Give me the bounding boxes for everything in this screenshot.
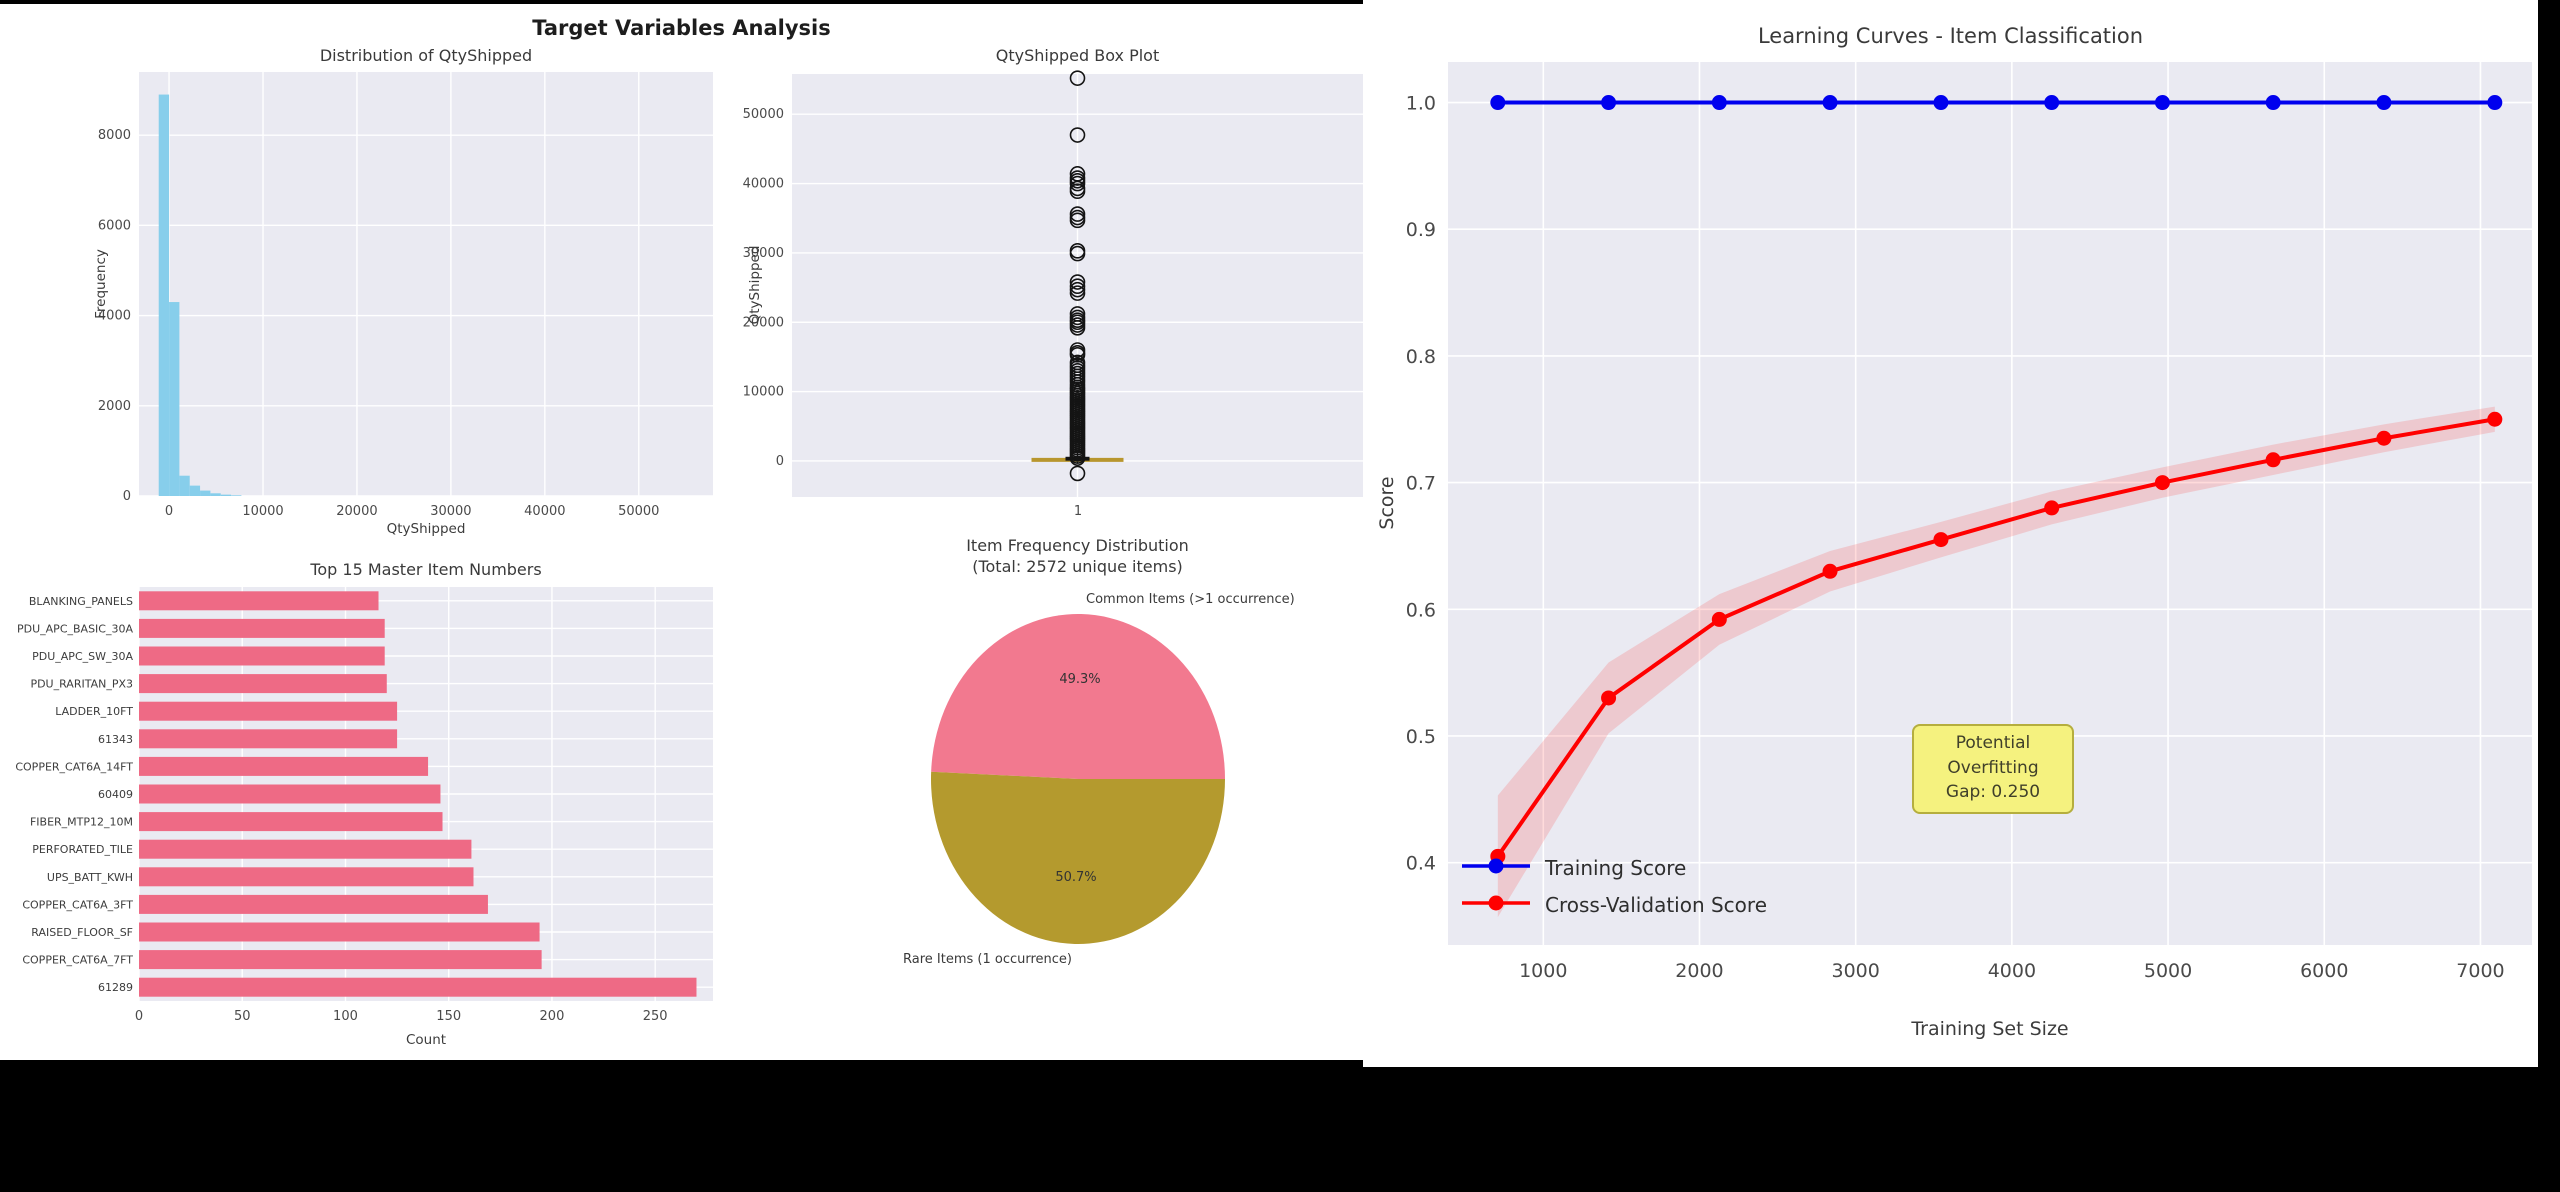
bar-chart-xlabel: Count: [405, 1032, 447, 1048]
svg-text:PDU_RARITAN_PX3: PDU_RARITAN_PX3: [30, 678, 133, 691]
svg-text:0: 0: [776, 454, 784, 469]
pie-pct-rare: 50.7%: [1055, 870, 1097, 885]
svg-text:150: 150: [436, 1009, 461, 1024]
svg-text:40000: 40000: [524, 504, 565, 519]
svg-text:UPS_BATT_KWH: UPS_BATT_KWH: [47, 871, 133, 884]
svg-text:FIBER_MTP12_10M: FIBER_MTP12_10M: [30, 816, 133, 829]
boxplot-title: QtyShipped Box Plot: [995, 46, 1160, 65]
bar-chart-bars: BLANKING_PANELS PDU_APC_BASIC_30A PDU_APC_…: [15, 591, 697, 997]
histogram-ylabel: Frequency: [93, 249, 109, 319]
svg-text:RAISED_FLOOR_SF: RAISED_FLOOR_SF: [31, 926, 133, 939]
svg-text:30000: 30000: [743, 246, 784, 261]
legend-swatch-cross-validation-score: [1459, 894, 1533, 916]
cv-score-line: [1496, 417, 2496, 858]
legend-label-training-score: Training Score: [1545, 856, 1687, 880]
svg-text:100: 100: [333, 1009, 358, 1024]
overfitting-annotation: Potential Overfitting Gap: 0.250: [1912, 724, 2074, 814]
learning-curves-title: Learning Curves - Item Classification: [1757, 24, 2144, 48]
legend-item-cross-validation-score: Cross-Validation Score: [1459, 893, 1767, 917]
boxplot-x-tick: 1: [1073, 504, 1083, 519]
histogram-title: Distribution of QtyShipped: [319, 46, 533, 65]
svg-text:61343: 61343: [98, 733, 133, 746]
svg-text:20000: 20000: [743, 315, 784, 330]
figure-suptitle: Target Variables Analysis: [532, 16, 831, 40]
svg-text:0.5: 0.5: [1406, 726, 1436, 748]
annotation-line2: Gap: 0.250: [1945, 782, 2041, 803]
svg-text:61289: 61289: [98, 981, 133, 994]
svg-text:10000: 10000: [242, 504, 283, 519]
legend-swatch-training-score: [1459, 857, 1533, 879]
learning-curves-figure: 1000 2000 3000 4000 5000 6000 7000 0.4 0.5 0.6 0.7…: [1363, 0, 2538, 1067]
histogram-plot: 0 10000 20000 30000 40000 50000 0 2000 4000 6000 8…: [98, 72, 713, 519]
boxplot-outliers: [1069, 70, 1086, 482]
svg-text:COPPER_CAT6A_14FT: COPPER_CAT6A_14FT: [15, 760, 133, 773]
svg-text:8000: 8000: [98, 128, 131, 143]
svg-text:60409: 60409: [98, 788, 133, 801]
svg-text:1.0: 1.0: [1406, 93, 1436, 115]
histogram-bars: [158, 94, 242, 496]
svg-text:6000: 6000: [98, 218, 131, 233]
svg-text:0: 0: [165, 504, 173, 519]
svg-text:LADDER_10FT: LADDER_10FT: [55, 705, 133, 718]
cv-confidence-band: [1497, 406, 2495, 918]
svg-text:COPPER_CAT6A_7FT: COPPER_CAT6A_7FT: [22, 954, 133, 967]
bar-chart-title: Top 15 Master Item Numbers: [310, 560, 542, 579]
svg-text:200: 200: [540, 1009, 565, 1024]
svg-text:30000: 30000: [430, 504, 471, 519]
svg-text:2000: 2000: [98, 399, 131, 414]
svg-text:50000: 50000: [743, 107, 784, 122]
svg-text:7000: 7000: [2456, 960, 2504, 982]
svg-text:BLANKING_PANELS: BLANKING_PANELS: [29, 595, 133, 608]
svg-text:20000: 20000: [336, 504, 377, 519]
svg-text:PDU_APC_SW_30A: PDU_APC_SW_30A: [32, 650, 133, 663]
svg-text:4000: 4000: [1988, 960, 2036, 982]
svg-text:0: 0: [123, 489, 131, 504]
svg-text:0.9: 0.9: [1406, 219, 1436, 241]
learning-curves-plot: 1000 2000 3000 4000 5000 6000 7000 0.4 0.5 0.6 0.7…: [1406, 62, 2532, 982]
legend-label-cross-validation-score: Cross-Validation Score: [1545, 893, 1768, 917]
pie-subtitle: (Total: 2572 unique items): [972, 557, 1183, 576]
svg-text:0.8: 0.8: [1406, 346, 1436, 368]
svg-text:PERFORATED_TILE: PERFORATED_TILE: [32, 843, 133, 856]
svg-text:1000: 1000: [1519, 960, 1567, 982]
svg-text:COPPER_CAT6A_3FT: COPPER_CAT6A_3FT: [22, 898, 133, 911]
svg-text:6000: 6000: [2300, 960, 2348, 982]
learning-curves-ylabel: Score: [1376, 476, 1398, 530]
svg-text:10000: 10000: [743, 385, 784, 400]
boxplot-plot: 0 10000 20000 30000 40000 50000: [743, 70, 1363, 497]
svg-text:40000: 40000: [743, 177, 784, 192]
svg-text:50: 50: [234, 1009, 251, 1024]
legend: Training Score Cross-Validation Score: [1459, 856, 1767, 917]
annotation-line1: Potential Overfitting: [1947, 733, 2039, 778]
pie-label-rare-items: Rare Items (1 occurrence): [903, 952, 1072, 967]
svg-text:3000: 3000: [1831, 960, 1879, 982]
histogram-xlabel: QtyShipped: [386, 521, 466, 537]
svg-text:4000: 4000: [98, 309, 131, 324]
pie-title: Item Frequency Distribution: [966, 536, 1189, 555]
left-figure-canvas: 0 10000 20000 30000 40000 5000002000400060008…: [15, 70, 1363, 1024]
svg-text:0.6: 0.6: [1406, 599, 1436, 621]
learning-curves-xlabel: Training Set Size: [1911, 1018, 2069, 1040]
pie-plot: [931, 613, 1225, 944]
svg-text:50000: 50000: [618, 504, 659, 519]
target-variables-figure: 0 10000 20000 30000 40000 50000 0 2000 4000 6000 8…: [0, 4, 1363, 1060]
pie-pct-common: 49.3%: [1059, 672, 1101, 687]
svg-text:PDU_APC_BASIC_30A: PDU_APC_BASIC_30A: [17, 622, 133, 635]
legend-item-training-score: Training Score: [1459, 856, 1767, 880]
bar-chart-plot: 0 50 100 150 200 250 BLANKING_PANELS PDU_APC_BA…: [15, 587, 713, 1024]
svg-text:0.4: 0.4: [1406, 853, 1436, 875]
svg-text:0: 0: [135, 1009, 143, 1024]
svg-text:250: 250: [643, 1009, 668, 1024]
pie-label-common-items: Common Items (>1 occurrence): [1086, 592, 1295, 607]
svg-text:5000: 5000: [2144, 960, 2192, 982]
svg-text:2000: 2000: [1675, 960, 1723, 982]
svg-text:0.7: 0.7: [1406, 473, 1436, 495]
boxplot-ylabel: QtyShipped: [747, 245, 763, 325]
